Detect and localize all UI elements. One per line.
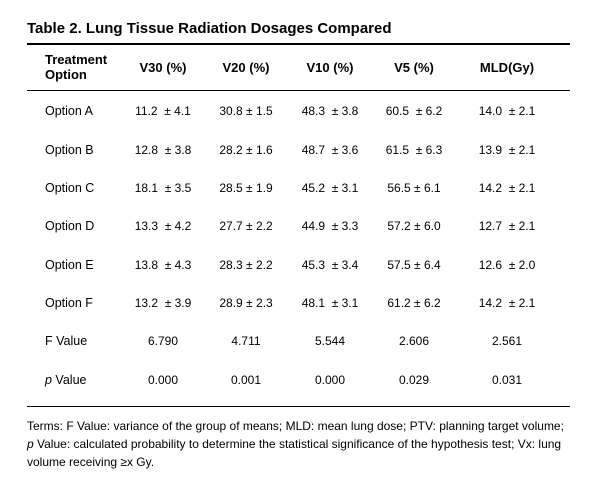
cell-v20: 28.3 ± 2.2: [219, 258, 273, 272]
header-bottom-rule: [27, 90, 570, 91]
cell-v10: 0.000: [314, 373, 346, 387]
footnote-text-2: Value: calculated probability to determi…: [27, 437, 562, 469]
cell-v10: 48.7 ± 3.6: [301, 143, 359, 157]
row-label-italic: p: [45, 373, 52, 387]
cell-v10: 45.3 ± 3.4: [301, 258, 359, 272]
cell-v5: 61.5 ± 6.3: [385, 143, 443, 157]
cell-v20: 28.5 ± 1.9: [219, 181, 273, 195]
cell-mld: 0.031: [491, 373, 523, 387]
row-label: Option B: [45, 143, 94, 157]
cell-v30: 11.2 ± 4.1: [135, 104, 191, 118]
table-bottom-rule: [27, 406, 570, 407]
column-header-v5: V5 (%): [394, 59, 434, 75]
cell-v5: 57.5 ± 6.4: [387, 258, 441, 272]
column-header-v30: V30 (%): [139, 59, 187, 75]
cell-mld: 2.561: [491, 334, 523, 348]
cell-v20: 4.711: [231, 334, 261, 348]
row-label: Option A: [45, 104, 93, 118]
cell-v30: 18.1 ± 3.5: [134, 181, 192, 195]
footnote-p-italic: p: [27, 437, 34, 451]
cell-mld: 12.6 ± 2.0: [478, 258, 536, 272]
table-title: Table 2. Lung Tissue Radiation Dosages C…: [27, 20, 392, 37]
cell-v20: 0.001: [230, 373, 262, 387]
column-header-mld: MLD(Gy): [479, 59, 535, 75]
cell-v10: 48.3 ± 3.8: [301, 104, 359, 118]
table-top-rule: [27, 43, 570, 45]
cell-v5: 60.5 ± 6.2: [385, 104, 443, 118]
column-header-treatment-option: Treatment Option: [45, 52, 108, 82]
cell-v5: 57.2 ± 6.0: [387, 219, 441, 233]
row-label: Option D: [45, 219, 95, 233]
cell-v30: 13.3 ± 4.2: [134, 219, 192, 233]
cell-v30: 13.2 ± 3.9: [134, 296, 192, 310]
cell-v30: 13.8 ± 4.3: [134, 258, 192, 272]
cell-v30: 0.000: [147, 373, 179, 387]
cell-v10: 48.1 ± 3.1: [301, 296, 359, 310]
row-label: Option E: [45, 258, 94, 272]
cell-v30: 6.790: [147, 334, 179, 348]
row-label: p Value: [45, 361, 120, 399]
cell-v20: 28.2 ± 1.6: [219, 143, 273, 157]
cell-mld: 12.7 ± 2.1: [478, 219, 536, 233]
cell-v5: 2.606: [398, 334, 430, 348]
footnote-text-1: Terms: F Value: variance of the group of…: [27, 419, 564, 433]
cell-v5: 0.029: [398, 373, 430, 387]
cell-v10: 44.9 ± 3.3: [301, 219, 359, 233]
cell-v30: 12.8 ± 3.8: [134, 143, 192, 157]
cell-v20: 30.8 ± 1.5: [219, 104, 273, 118]
row-label: Option F: [45, 296, 93, 310]
cell-mld: 13.9 ± 2.1: [478, 143, 536, 157]
column-header-v10: V10 (%): [306, 59, 354, 75]
cell-v5: 56.5 ± 6.1: [387, 181, 441, 195]
cell-v20: 27.7 ± 2.2: [219, 219, 273, 233]
row-label: F Value: [45, 334, 88, 348]
cell-v5: 61.2 ± 6.2: [387, 296, 441, 310]
row-label: Option C: [45, 181, 95, 195]
cell-mld: 14.2 ± 2.1: [478, 181, 536, 195]
row-label-text: Value: [51, 373, 87, 387]
column-header-v20: V20 (%): [222, 59, 270, 75]
cell-mld: 14.2 ± 2.1: [478, 296, 536, 310]
cell-mld: 14.0 ± 2.1: [478, 104, 536, 118]
cell-v20: 28.9 ± 2.3: [219, 296, 273, 310]
cell-v10: 45.2 ± 3.1: [301, 181, 359, 195]
cell-v10: 5.544: [314, 334, 346, 348]
table-footnote: Terms: F Value: variance of the group of…: [27, 417, 572, 471]
